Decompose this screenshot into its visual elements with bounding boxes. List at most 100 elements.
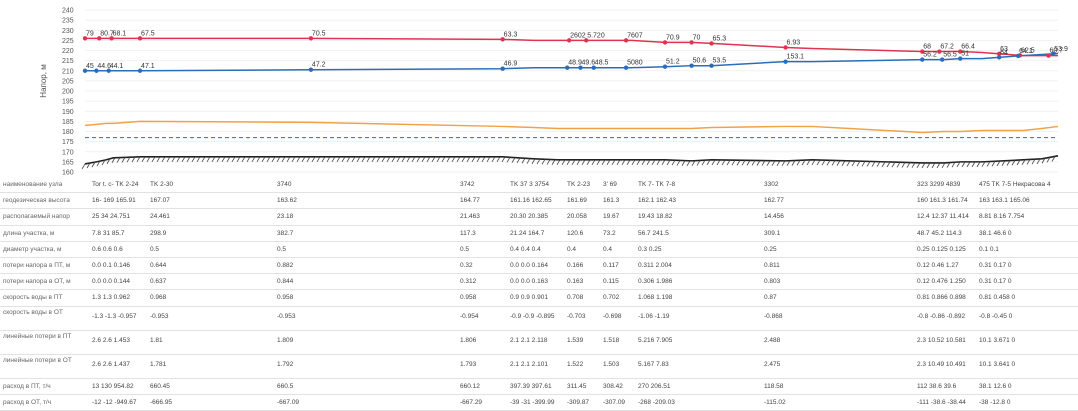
pressure-profile-chart: 160 165 170 175 180 185 190 195 200 205 210 215 220 2… bbox=[39, 8, 1068, 177]
ground-hatch bbox=[421, 156, 426, 163]
data-label: 63.3 bbox=[504, 31, 518, 38]
table-cell: -666.95 bbox=[150, 398, 173, 406]
table-cell: 0.708 bbox=[567, 294, 584, 302]
ground-hatch bbox=[911, 162, 916, 168]
table-cell: 10.1 3.641 0 bbox=[979, 360, 1016, 368]
data-point bbox=[137, 36, 143, 41]
data-label: 50.6 bbox=[693, 58, 707, 65]
ground-hatch bbox=[111, 157, 116, 163]
table-cell: 0.882 bbox=[277, 261, 294, 269]
ground-hatch bbox=[581, 159, 586, 166]
ground-hatch bbox=[621, 159, 626, 166]
data-label: 45 bbox=[86, 63, 94, 70]
ground-hatch bbox=[631, 159, 636, 166]
ground-hatch bbox=[431, 156, 436, 163]
table-cell: 0.644 bbox=[150, 261, 167, 269]
table-cell: 0.958 bbox=[460, 294, 477, 302]
ground-hatch bbox=[476, 156, 481, 163]
data-label: 56.5 bbox=[943, 52, 957, 59]
ground-hatch bbox=[286, 156, 291, 163]
table-cell: 0.0 0.0 0.144 bbox=[92, 278, 130, 286]
row-header: линейные потери в ПТ bbox=[3, 332, 72, 340]
table-cell: 0.12 0.46 1.27 bbox=[917, 261, 959, 269]
table-cell: 2.1 2.1 2.118 bbox=[510, 336, 548, 344]
ground-hatch bbox=[526, 158, 531, 164]
ground-hatch bbox=[756, 160, 761, 166]
ground-hatch bbox=[211, 156, 216, 163]
row-header: потери напора в ПТ, м bbox=[3, 261, 71, 269]
ground-hatch bbox=[981, 161, 986, 167]
ground-hatch bbox=[346, 156, 351, 163]
table-cell: 660.5 bbox=[277, 382, 294, 390]
ground-hatch bbox=[101, 159, 106, 166]
table-cell: TK 37 3 3754 bbox=[510, 181, 550, 188]
y-tick-label: 185 bbox=[62, 119, 74, 126]
table-cell: 167.07 bbox=[150, 197, 170, 205]
table-cell: 0.115 bbox=[603, 278, 619, 286]
table-cell: 0.5 bbox=[277, 245, 287, 253]
table-cell: 0.844 bbox=[277, 278, 294, 286]
row-header: скорость воды в ОТ bbox=[3, 308, 63, 316]
table-cell: 311.45 bbox=[567, 382, 587, 390]
row-header: расход в ОТ, т/ч bbox=[3, 398, 52, 406]
table-cell: 0.311 2.004 bbox=[638, 261, 672, 269]
table-cell: -0.698 bbox=[603, 312, 622, 320]
ground-hatch bbox=[136, 156, 141, 163]
table-cell: 7.8 31 85.7 bbox=[92, 229, 125, 237]
ground-hatch bbox=[576, 159, 581, 166]
table-cell: 2.475 bbox=[764, 360, 781, 368]
table-cell: 0.0 0.1 0.146 bbox=[92, 261, 130, 269]
ground-hatch bbox=[171, 156, 176, 163]
data-label: 48.5 bbox=[595, 60, 609, 67]
ground-hatch bbox=[371, 156, 376, 163]
table-cell: 2.6 2.6 1.453 bbox=[92, 336, 130, 344]
ground-hatch bbox=[906, 162, 911, 168]
table-cell: 118.58 bbox=[764, 382, 784, 390]
data-label: 67.5 bbox=[141, 30, 155, 37]
data-point bbox=[97, 36, 102, 41]
table-cell: 308.42 bbox=[603, 382, 623, 390]
table-row: располагаемый напор 25 34 24.751 24.461 23.… bbox=[0, 209, 1078, 226]
data-point bbox=[500, 66, 505, 71]
table-cell: 2.1 2.1 2.101 bbox=[510, 360, 548, 368]
series-line bbox=[85, 37, 1058, 57]
ground-hatch bbox=[266, 156, 271, 163]
ground-hatch bbox=[381, 156, 386, 163]
table-cell: 73.2 bbox=[603, 229, 616, 237]
table-cell: 16- 169 165.91 bbox=[92, 197, 136, 205]
y-tick-label: 195 bbox=[62, 99, 74, 106]
table-cell: 164.77 bbox=[460, 197, 480, 205]
ground-hatch bbox=[276, 156, 281, 163]
table-cell: 160 161.3 161.74 bbox=[917, 197, 968, 205]
ground-hatch bbox=[731, 159, 736, 166]
ground-hatch bbox=[936, 162, 941, 169]
ground-hatch bbox=[971, 161, 976, 168]
ground-hatch bbox=[561, 159, 566, 166]
row-header: наименование узла bbox=[3, 181, 63, 188]
data-label: 49.6 bbox=[582, 60, 596, 67]
table-cell: 38.1 12.6 0 bbox=[979, 382, 1012, 390]
ground-hatch bbox=[1021, 159, 1026, 165]
ground-hatch bbox=[736, 160, 741, 166]
ground-hatch bbox=[471, 156, 476, 163]
table-cell: 0.117 bbox=[603, 261, 619, 269]
ground-hatch bbox=[426, 156, 431, 163]
ground-hatch bbox=[741, 160, 746, 166]
ground-hatch bbox=[566, 159, 571, 166]
ground-hatch bbox=[216, 156, 221, 163]
ground-hatch bbox=[616, 159, 621, 166]
ground-hatch bbox=[831, 160, 836, 166]
ground-hatch bbox=[681, 160, 686, 166]
data-label: 44.6 bbox=[97, 63, 111, 70]
ground-hatch bbox=[326, 156, 331, 163]
ground-hatch bbox=[151, 156, 156, 163]
data-point bbox=[623, 65, 629, 70]
table-cell: 323 3299 4839 bbox=[917, 181, 961, 188]
table-row: линейные потери в ОТ 2.6 2.6 1.437 1.781 1.… bbox=[0, 355, 1078, 379]
ground-hatch bbox=[291, 156, 296, 163]
ground-hatch bbox=[976, 161, 981, 168]
ground-hatch bbox=[116, 157, 121, 163]
table-cell: 0.163 bbox=[567, 278, 584, 286]
table-cell: 0.166 bbox=[567, 261, 584, 269]
ground-hatch bbox=[706, 159, 711, 166]
